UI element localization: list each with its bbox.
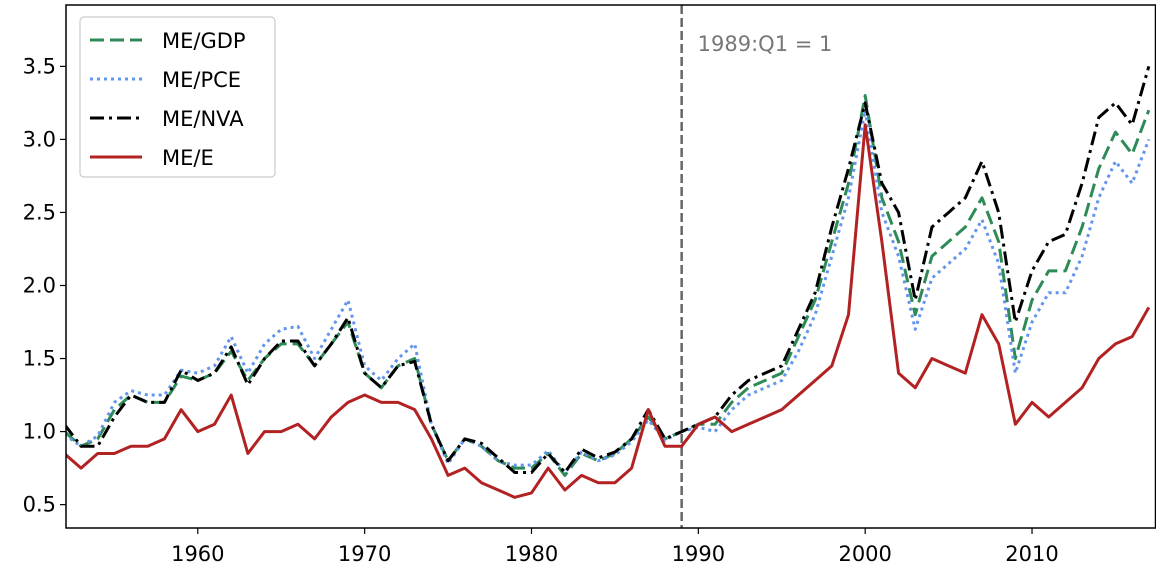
series-line bbox=[66, 123, 1151, 499]
x-tick-label: 1970 bbox=[338, 542, 391, 566]
y-tick-label: 3.5 bbox=[23, 54, 56, 78]
y-tick-label: 1.5 bbox=[23, 347, 56, 371]
series-line bbox=[66, 108, 1151, 474]
legend-label: ME/GDP bbox=[162, 29, 246, 53]
x-tick-label: 1990 bbox=[672, 542, 725, 566]
annotation: 1989:Q1 = 1 bbox=[698, 32, 833, 56]
y-tick-label: 2.5 bbox=[23, 200, 56, 224]
x-tick-label: 2000 bbox=[838, 542, 891, 566]
x-tick-label: 1980 bbox=[505, 542, 558, 566]
legend-box bbox=[79, 16, 276, 178]
y-tick-label: 1.0 bbox=[23, 420, 56, 444]
y-tick-label: 2.0 bbox=[23, 273, 56, 297]
y-tick-label: 0.5 bbox=[23, 493, 56, 517]
x-tick-label: 1960 bbox=[171, 542, 224, 566]
y-tick-label: 3.0 bbox=[23, 127, 56, 151]
legend-label: ME/NVA bbox=[162, 107, 244, 131]
plot bbox=[66, 5, 1151, 528]
legend-label: ME/PCE bbox=[162, 68, 241, 92]
legend-label: ME/E bbox=[162, 146, 214, 170]
series-line bbox=[66, 65, 1151, 474]
x-tick-label: 2010 bbox=[1005, 542, 1058, 566]
